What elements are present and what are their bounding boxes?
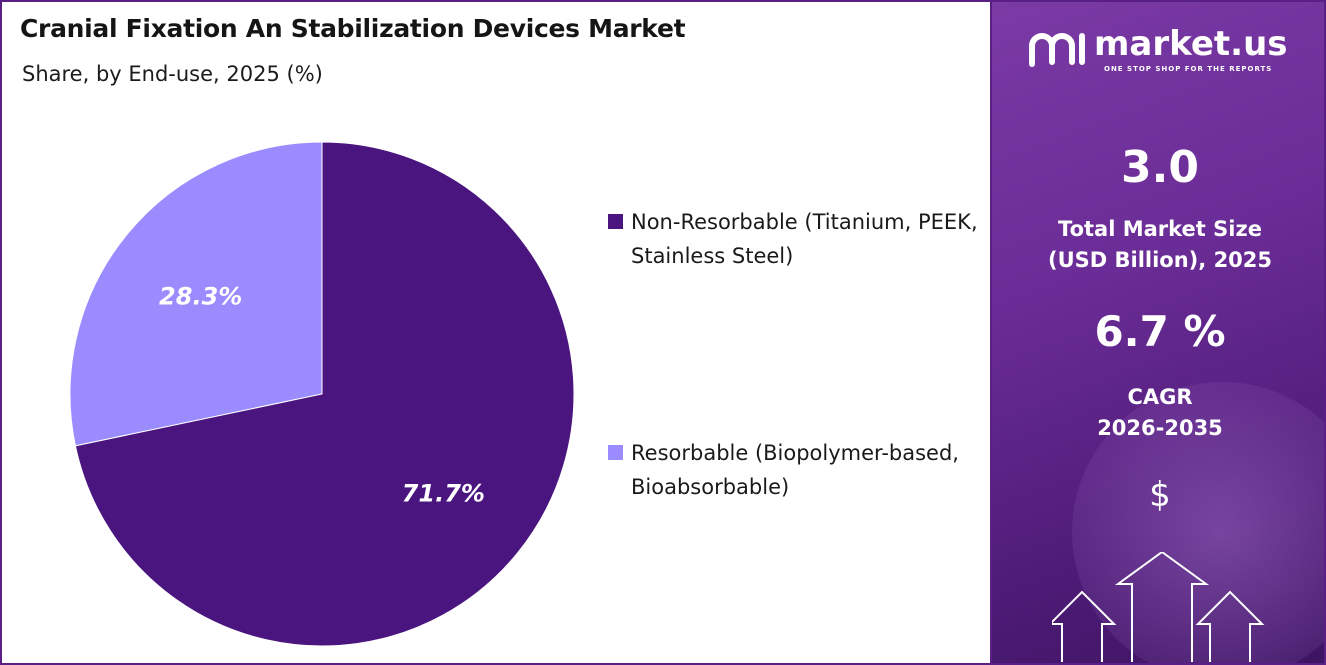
cagr-period: 2026-2035 xyxy=(1097,416,1223,440)
market-size-label-text: Total Market Size (USD Billion), 2025 xyxy=(1047,217,1273,272)
brand-name: market.us xyxy=(1094,24,1288,64)
brand-tagline: ONE STOP SHOP FOR THE REPORTS xyxy=(1104,65,1273,73)
legend-label-non-resorbable: Non-Resorbable (Titanium, PEEK, Stainles… xyxy=(631,210,978,268)
panel-background-glow xyxy=(1072,382,1324,663)
brand-logo[interactable]: market.us ONE STOP SHOP FOR THE REPORTS xyxy=(1024,22,1304,73)
legend-swatch-non-resorbable xyxy=(608,214,623,229)
cagr-value: 6.7 % xyxy=(1094,307,1226,356)
cagr-label: CAGR xyxy=(1127,385,1193,409)
slice-label-resorbable: 28.3% xyxy=(159,283,242,311)
market-size-label: Total Market Size (USD Billion), 2025 xyxy=(992,214,1324,276)
growth-arrows-icon xyxy=(1052,552,1265,662)
pie-slice-resorbable xyxy=(69,141,323,447)
pie-slice-non-resorbable xyxy=(74,141,575,647)
logo-icon xyxy=(1029,33,1085,67)
legend-item-resorbable: Resorbable (Biopolymer-based, Bioabsorba… xyxy=(608,436,1011,504)
legend-swatch-resorbable xyxy=(608,445,623,460)
legend-label-resorbable: Resorbable (Biopolymer-based, Bioabsorba… xyxy=(631,441,959,499)
dollar-icon: $ xyxy=(1149,475,1171,515)
chart-subtitle: Share, by End-use, 2025 (%) xyxy=(22,62,323,86)
slice-label-non-resorbable: 71.7% xyxy=(402,479,485,507)
chart-title: Cranial Fixation An Stabilization Device… xyxy=(20,14,686,43)
summary-panel: market.us ONE STOP SHOP FOR THE REPORTS … xyxy=(990,0,1326,665)
pie-chart: 28.3% 71.7% xyxy=(69,141,575,647)
legend-item-non-resorbable: Non-Resorbable (Titanium, PEEK, Stainles… xyxy=(608,205,1011,273)
market-size-value: 3.0 xyxy=(1121,142,1199,193)
cagr-label-block: CAGR 2026-2035 xyxy=(992,382,1324,444)
